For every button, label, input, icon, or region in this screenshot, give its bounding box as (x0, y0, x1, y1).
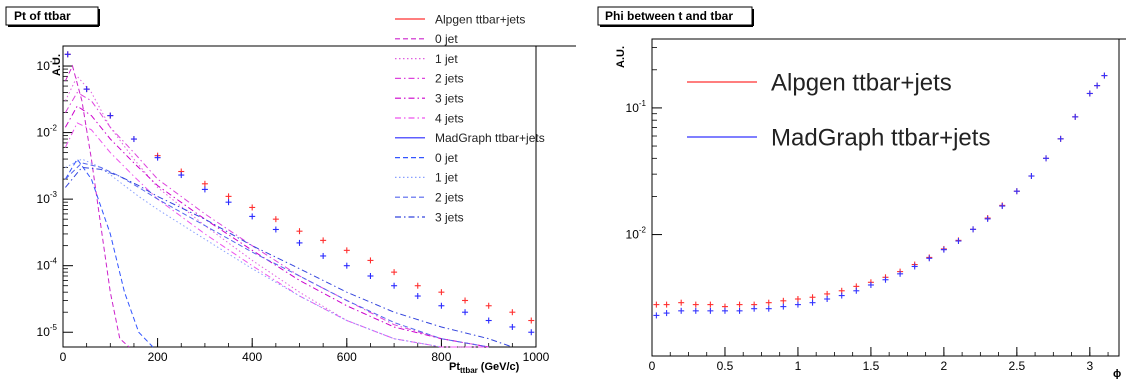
legend-label: MadGraph ttbar+jets (771, 125, 990, 152)
series-1 (653, 72, 1108, 319)
y-tick-label: 10-3 (37, 190, 58, 206)
y-tick-base: 10 (37, 192, 51, 206)
x-tick-label: 400 (242, 350, 262, 364)
series-line (64, 158, 154, 348)
legend-label: 1 jet (435, 171, 458, 185)
y-tick-exponent: -4 (50, 257, 58, 266)
x-tick-label: 1000 (523, 350, 550, 364)
series-1 (64, 64, 130, 348)
y-tick-label: 10-2 (37, 124, 58, 140)
y-tick-exponent: -1 (50, 57, 58, 66)
legend-label: 0 jet (435, 32, 458, 46)
y-tick-base: 10 (626, 101, 640, 115)
series-line (64, 75, 489, 348)
plot-frame (651, 38, 1120, 357)
y-tick-exponent: -5 (50, 323, 58, 332)
legend-label: Alpgen ttbar+jets (435, 12, 525, 26)
legend-label: Alpgen ttbar+jets (771, 70, 952, 97)
chart-title: Phi between t and tbar (605, 9, 733, 23)
y-tick-label: 10-1 (37, 57, 58, 73)
plot-area-frame (651, 38, 1120, 357)
panel-background (2, 2, 576, 376)
series-layer (653, 72, 1108, 319)
series-7 (64, 158, 154, 348)
x-tick-label: 800 (431, 350, 451, 364)
y-tick-exponent: -2 (639, 226, 647, 235)
legend-label: 4 jets (435, 111, 464, 125)
y-tick-label: 10-4 (37, 257, 58, 273)
x-tick-label: 2 (941, 359, 948, 373)
y-tick-label: 10-2 (626, 226, 647, 242)
series-3 (64, 91, 489, 348)
x-axis-title-sub: ttbar (460, 366, 478, 375)
x-tick-label: 600 (337, 350, 357, 364)
axes: 0 0.5 1 1.5 2 2.5 310-210-1 (626, 47, 1109, 373)
x-tick-label: 1.5 (863, 359, 880, 373)
x-axis-title-main: Pt (449, 361, 460, 373)
series-line (64, 105, 489, 348)
series-line (64, 64, 130, 348)
series-5 (64, 122, 489, 348)
series-2 (64, 75, 489, 348)
series-6 (64, 51, 535, 336)
series-line (64, 91, 489, 348)
y-tick-exponent: -2 (50, 124, 58, 133)
series-4 (64, 105, 489, 348)
y-tick-exponent: -1 (639, 99, 647, 108)
panel-background (594, 2, 1126, 376)
y-tick-base: 10 (37, 59, 51, 73)
series-line (64, 122, 489, 348)
legend-label: 0 jet (435, 151, 458, 165)
y-tick-base: 10 (37, 126, 51, 140)
legend: Alpgen ttbar+jets 0 jet 1 jet 2 jets 3 jets 4… (395, 12, 545, 224)
y-axis-title: A.U. (51, 54, 63, 76)
legend-label: MadGraph ttbar+jets (435, 131, 545, 145)
y-tick-exponent: -3 (50, 190, 58, 199)
chart-phi-t-tbar: Phi between t and tbar 0 0.5 1 1.5 2 2.5 310-2… (594, 2, 1126, 379)
legend-label: 3 jets (435, 210, 464, 224)
x-tick-label: 0 (649, 359, 656, 373)
series-9 (65, 162, 489, 348)
y-axis-title: A.U. (615, 46, 627, 68)
chart-title: Pt of ttbar (14, 9, 71, 23)
series-layer (64, 51, 535, 348)
x-tick-label: 3 (1086, 359, 1093, 373)
x-axis-title-unit: (GeV/c) (481, 361, 520, 373)
y-tick-base: 10 (37, 259, 51, 273)
y-tick-base: 10 (37, 325, 51, 339)
y-tick-base: 10 (626, 228, 640, 242)
x-axis-title: ϕ (1113, 368, 1121, 379)
chart-pt-ttbar: Pt of ttbar 0 200 400 600 800 100010-510-410-… (2, 2, 576, 376)
legend-label: 3 jets (435, 92, 464, 106)
x-axis-title: Ptttbar (GeV/c) (449, 361, 520, 375)
legend: Alpgen ttbar+jets MadGraph ttbar+jets (687, 70, 990, 152)
series-line (65, 162, 489, 348)
y-tick-label: 10-5 (37, 323, 58, 339)
y-tick-label: 10-1 (626, 99, 647, 115)
legend-label: 1 jet (435, 52, 458, 66)
x-tick-label: 200 (148, 350, 168, 364)
x-tick-label: 0.5 (717, 359, 734, 373)
legend-label: 2 jets (435, 191, 464, 205)
legend-label: 2 jets (435, 72, 464, 86)
x-tick-label: 1 (795, 359, 802, 373)
x-tick-label: 2.5 (1009, 359, 1026, 373)
x-tick-label: 0 (60, 350, 67, 364)
